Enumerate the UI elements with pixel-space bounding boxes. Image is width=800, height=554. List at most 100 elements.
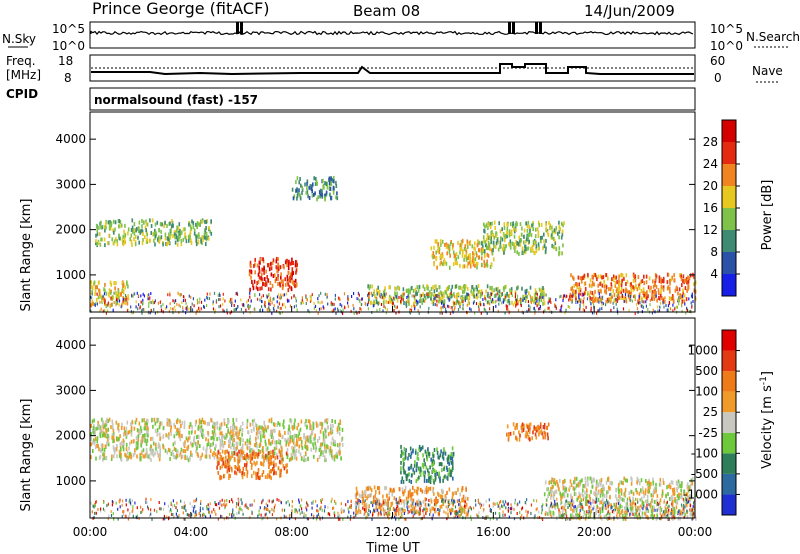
data-cell <box>591 274 594 279</box>
data-cell <box>530 296 532 299</box>
data-cell <box>543 430 545 435</box>
data-cell <box>493 220 496 225</box>
data-cell <box>408 295 410 300</box>
data-cell <box>597 483 599 488</box>
data-cell <box>489 307 491 311</box>
data-cell <box>172 311 174 315</box>
data-cell <box>287 262 290 267</box>
data-cell <box>130 228 133 232</box>
data-cell <box>235 426 238 431</box>
data-cell <box>417 456 420 461</box>
data-cell <box>337 450 340 454</box>
data-cell <box>302 301 304 305</box>
data-cell <box>165 307 167 310</box>
data-cell <box>539 235 542 240</box>
data-cell <box>130 239 133 244</box>
data-cell <box>560 235 563 240</box>
data-cell <box>133 231 136 236</box>
data-cell <box>514 301 516 305</box>
data-cell <box>515 300 517 304</box>
data-cell <box>92 426 95 430</box>
data-cell <box>341 442 344 447</box>
data-cell <box>651 505 654 510</box>
data-cell <box>478 308 480 312</box>
data-cell <box>266 295 268 299</box>
data-cell <box>593 282 595 287</box>
noise-trace <box>90 22 694 36</box>
data-cell <box>176 428 178 433</box>
data-cell <box>564 487 566 492</box>
data-cell <box>430 286 433 291</box>
data-cell <box>150 309 153 313</box>
data-cell <box>485 245 488 250</box>
data-cell <box>651 499 654 504</box>
data-cell <box>266 275 268 280</box>
data-cell <box>252 286 255 291</box>
data-cell <box>153 301 155 305</box>
data-cell <box>202 434 204 439</box>
data-cell <box>512 303 514 307</box>
data-cell <box>633 295 635 299</box>
data-cell <box>411 305 413 309</box>
data-cell <box>558 229 561 234</box>
data-cell <box>548 480 550 485</box>
data-cell <box>683 293 686 298</box>
data-cell <box>319 301 321 305</box>
data-cell <box>584 281 587 286</box>
data-cell <box>543 492 546 497</box>
data-cell <box>436 288 438 292</box>
data-cell <box>417 288 420 293</box>
data-cell <box>593 272 595 277</box>
data-cell <box>516 294 519 298</box>
data-cell <box>195 242 198 247</box>
data-cell <box>205 220 208 225</box>
data-cell <box>242 303 245 307</box>
data-cell <box>409 493 412 498</box>
data-cell <box>222 459 225 463</box>
data-cell <box>535 249 538 254</box>
data-cell <box>180 433 182 438</box>
data-cell <box>123 442 125 447</box>
data-cell <box>422 284 425 289</box>
data-cell <box>396 298 399 303</box>
data-cell <box>612 288 614 293</box>
data-cell <box>149 311 151 315</box>
data-cell <box>532 227 534 232</box>
data-cell <box>449 312 452 315</box>
data-cell <box>111 297 113 301</box>
data-cell <box>136 435 139 440</box>
data-cell <box>259 286 261 291</box>
data-cell <box>577 481 580 486</box>
data-cell <box>597 491 599 496</box>
data-cell <box>226 311 228 315</box>
data-cell <box>569 479 572 484</box>
data-cell <box>684 286 687 291</box>
data-cell <box>684 496 687 501</box>
data-cell <box>257 452 260 457</box>
data-cell <box>332 185 335 190</box>
data-cell <box>267 263 269 268</box>
data-cell <box>475 261 478 266</box>
data-cell <box>536 299 538 303</box>
data-cell <box>441 254 444 259</box>
data-cell <box>535 435 538 440</box>
data-cell <box>543 301 546 306</box>
data-cell <box>211 452 214 457</box>
data-cell <box>124 285 126 290</box>
data-cell <box>632 278 635 283</box>
data-cell <box>684 278 687 283</box>
data-cell <box>410 480 413 484</box>
data-cell <box>125 426 128 431</box>
data-cell <box>356 297 358 301</box>
data-cell <box>138 303 140 307</box>
data-cell <box>594 299 596 303</box>
data-cell <box>111 419 114 424</box>
data-cell <box>262 446 264 451</box>
data-cell <box>534 432 537 437</box>
data-cell <box>504 298 506 302</box>
data-cell <box>609 293 611 297</box>
data-cell <box>642 287 645 292</box>
data-cell <box>403 503 405 508</box>
data-cell <box>480 311 482 315</box>
data-cell <box>579 286 581 290</box>
